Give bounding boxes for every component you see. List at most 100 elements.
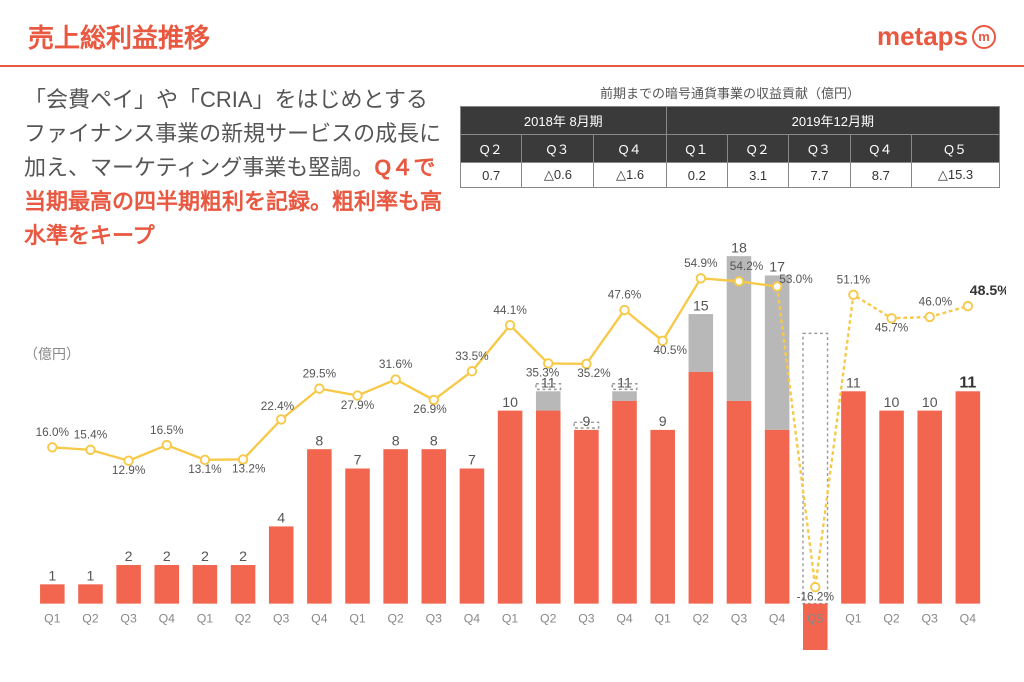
svg-text:Q1: Q1 xyxy=(654,612,671,626)
svg-text:31.6%: 31.6% xyxy=(379,357,413,371)
svg-text:Q5: Q5 xyxy=(807,612,824,626)
svg-text:Q3: Q3 xyxy=(578,612,595,626)
body-row: 「会費ペイ」や「CRIA」をはじめとするファイナンス事業の新規サービスの成長に加… xyxy=(0,67,1024,253)
svg-text:46.0%: 46.0% xyxy=(919,295,953,309)
svg-text:Q2: Q2 xyxy=(82,612,99,626)
svg-text:2: 2 xyxy=(239,549,247,565)
crypto-table: 2018年 8月期2019年12月期 Q２Q３Q４Q１Q２Q３Q４Q５ 0.7△… xyxy=(460,106,1000,188)
svg-text:Q1: Q1 xyxy=(845,612,862,626)
svg-text:2: 2 xyxy=(125,549,133,565)
svg-text:Q2: Q2 xyxy=(540,612,557,626)
svg-text:7: 7 xyxy=(354,453,362,469)
svg-text:Q4: Q4 xyxy=(159,612,176,626)
quarter-header: Q２ xyxy=(727,135,788,163)
svg-text:Q2: Q2 xyxy=(235,612,252,626)
svg-text:1: 1 xyxy=(48,569,56,585)
table-cell: 8.7 xyxy=(850,163,911,188)
svg-text:Q4: Q4 xyxy=(769,612,786,626)
svg-text:Q2: Q2 xyxy=(387,612,404,626)
svg-text:44.1%: 44.1% xyxy=(493,303,527,317)
chart-area: 11222248788710119119151817-311101011Q1Q2… xyxy=(24,240,1006,650)
svg-text:15.4%: 15.4% xyxy=(74,428,108,442)
gross-profit-chart: 11222248788710119119151817-311101011Q1Q2… xyxy=(24,240,1006,650)
table-cell: 0.2 xyxy=(666,163,727,188)
svg-text:Q3: Q3 xyxy=(731,612,748,626)
period-header: 2018年 8月期 xyxy=(461,107,667,135)
svg-text:2: 2 xyxy=(163,549,171,565)
svg-text:16.5%: 16.5% xyxy=(150,423,184,437)
quarter-header: Q４ xyxy=(594,135,666,163)
table-cell: △1.6 xyxy=(594,163,666,188)
svg-text:10: 10 xyxy=(922,395,938,411)
svg-text:Q3: Q3 xyxy=(273,612,290,626)
svg-text:22.4%: 22.4% xyxy=(261,399,295,413)
svg-text:11: 11 xyxy=(846,376,861,392)
svg-text:47.6%: 47.6% xyxy=(608,288,642,302)
svg-text:Q2: Q2 xyxy=(883,612,900,626)
quarter-header: Q３ xyxy=(522,135,594,163)
svg-text:Q4: Q4 xyxy=(311,612,328,626)
svg-text:Q1: Q1 xyxy=(44,612,61,626)
svg-text:11: 11 xyxy=(959,374,976,392)
svg-text:8: 8 xyxy=(392,433,400,449)
logo-icon: m xyxy=(972,25,996,49)
quarter-header: Q２ xyxy=(461,135,522,163)
quarter-header: Q３ xyxy=(789,135,850,163)
description: 「会費ペイ」や「CRIA」をはじめとするファイナンス事業の新規サービスの成長に加… xyxy=(24,83,448,253)
crypto-table-wrap: 前期までの暗号通貨事業の収益貢献（億円） 2018年 8月期2019年12月期 … xyxy=(460,83,1000,253)
svg-text:Q2: Q2 xyxy=(693,612,710,626)
svg-text:54.9%: 54.9% xyxy=(684,256,718,270)
svg-text:13.2%: 13.2% xyxy=(232,462,266,476)
svg-text:7: 7 xyxy=(468,453,476,469)
logo-text: metaps xyxy=(877,21,968,52)
svg-text:15: 15 xyxy=(693,298,709,314)
svg-text:Q4: Q4 xyxy=(960,612,977,626)
svg-text:13.1%: 13.1% xyxy=(188,462,222,476)
svg-text:-16.2%: -16.2% xyxy=(797,589,835,603)
svg-text:51.1%: 51.1% xyxy=(837,272,871,286)
svg-text:Q4: Q4 xyxy=(616,612,633,626)
table-cell: 0.7 xyxy=(461,163,522,188)
table-cell: 3.1 xyxy=(727,163,788,188)
table-cell: △15.3 xyxy=(912,163,1000,188)
svg-text:12.9%: 12.9% xyxy=(112,463,146,477)
svg-text:Q3: Q3 xyxy=(922,612,939,626)
quarter-header: Q５ xyxy=(912,135,1000,163)
svg-text:54.2%: 54.2% xyxy=(730,259,764,273)
header: 売上総利益推移 metaps m xyxy=(0,0,1024,67)
svg-text:53.0%: 53.0% xyxy=(779,272,813,286)
table-cell: 7.7 xyxy=(789,163,850,188)
svg-text:Q4: Q4 xyxy=(464,612,481,626)
quarter-header: Q１ xyxy=(666,135,727,163)
svg-text:1: 1 xyxy=(87,569,95,585)
table-caption: 前期までの暗号通貨事業の収益貢献（億円） xyxy=(460,83,1000,102)
svg-text:Q1: Q1 xyxy=(502,612,519,626)
svg-text:10: 10 xyxy=(884,395,900,411)
table-cell: △0.6 xyxy=(522,163,594,188)
svg-text:2: 2 xyxy=(201,549,209,565)
svg-text:48.5%: 48.5% xyxy=(970,283,1006,299)
svg-text:10: 10 xyxy=(502,395,518,411)
svg-text:16.0%: 16.0% xyxy=(36,425,70,439)
svg-text:35.2%: 35.2% xyxy=(577,366,611,380)
svg-text:Q3: Q3 xyxy=(120,612,137,626)
logo: metaps m xyxy=(877,21,996,52)
quarter-header: Q４ xyxy=(850,135,911,163)
svg-text:8: 8 xyxy=(430,433,438,449)
svg-text:Q1: Q1 xyxy=(349,612,366,626)
svg-text:8: 8 xyxy=(315,433,323,449)
svg-text:29.5%: 29.5% xyxy=(303,366,337,380)
svg-text:35.3%: 35.3% xyxy=(526,366,560,380)
svg-text:18: 18 xyxy=(731,240,747,256)
svg-text:26.9%: 26.9% xyxy=(413,402,447,416)
svg-text:45.7%: 45.7% xyxy=(875,320,909,334)
svg-text:40.5%: 40.5% xyxy=(654,343,688,357)
svg-text:9: 9 xyxy=(659,414,667,430)
svg-text:Q1: Q1 xyxy=(197,612,214,626)
svg-text:33.5%: 33.5% xyxy=(455,349,489,363)
period-header: 2019年12月期 xyxy=(666,107,999,135)
svg-text:4: 4 xyxy=(277,511,285,527)
svg-text:27.9%: 27.9% xyxy=(341,398,375,412)
svg-text:Q3: Q3 xyxy=(426,612,443,626)
page-title: 売上総利益推移 xyxy=(28,18,210,55)
